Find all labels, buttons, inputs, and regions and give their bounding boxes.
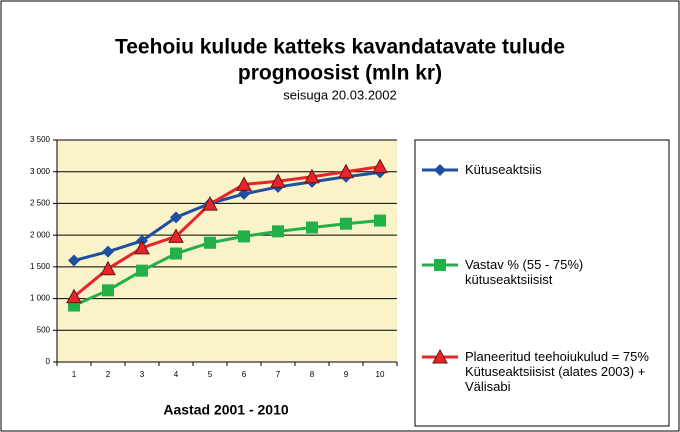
x-tick-label: 8	[310, 370, 315, 379]
chart-subtitle: seisuga 20.03.2002	[283, 87, 396, 102]
x-tick-label: 6	[242, 370, 247, 379]
marker-triangle	[236, 176, 252, 191]
legend-box	[414, 139, 670, 427]
y-tick-label: 500	[37, 325, 51, 334]
series-line	[73, 219, 381, 307]
legend-label: Vastav % (55 - 75%) kütuseaktsiisist	[465, 257, 584, 287]
y-tick-label: 3 500	[30, 135, 51, 144]
y-tick-label: 2 000	[30, 230, 51, 239]
y-tick-label: 2 500	[30, 199, 51, 208]
x-tick-label: 9	[344, 370, 349, 379]
marker-square	[136, 264, 148, 277]
chart-title-line2: prognoosist (mln kr)	[238, 62, 442, 85]
y-tick-label: 1 500	[30, 262, 51, 271]
marker-square	[434, 259, 446, 271]
marker-square	[374, 214, 386, 227]
marker-diamond	[170, 211, 182, 224]
marker-triangle	[100, 260, 116, 276]
series-line	[73, 165, 381, 298]
marker-triangle	[66, 288, 82, 304]
marker-triangle	[202, 196, 218, 211]
x-tick-label: 4	[174, 370, 179, 379]
marker-square	[204, 236, 216, 249]
marker-triangle	[304, 168, 320, 184]
x-tick-label: 5	[208, 370, 213, 379]
marker-triangle	[432, 348, 448, 364]
x-tick-label: 2	[106, 370, 111, 379]
marker-diamond	[102, 245, 114, 258]
marker-square	[102, 284, 114, 297]
marker-diamond	[68, 254, 80, 267]
marker-diamond	[434, 164, 446, 176]
y-tick-label: 0	[46, 357, 51, 366]
marker-triangle	[338, 163, 354, 179]
x-tick-label: 3	[140, 370, 145, 379]
marker-triangle	[270, 173, 286, 188]
marker-triangle	[372, 158, 388, 174]
marker-triangle	[134, 239, 150, 255]
y-tick-label: 3 000	[30, 167, 51, 176]
x-tick-label: 1	[72, 370, 77, 379]
marker-square	[306, 221, 318, 234]
x-tick-label: 7	[276, 370, 281, 379]
x-tick-label: 10	[376, 370, 385, 379]
legend-label: Planeeritud teehoiukulud = 75% Kütuseakt…	[465, 349, 649, 394]
marker-square	[272, 225, 284, 238]
marker-square	[170, 247, 182, 260]
y-tick-label: 1 000	[30, 294, 51, 303]
legend-label: Kütuseaktsiis	[465, 162, 542, 177]
chart-title: Teehoiu kulude katteks kavandatavate tul…	[115, 36, 565, 59]
series-line	[73, 170, 381, 262]
marker-square	[340, 217, 352, 230]
x-axis-label: Aastad 2001 - 2010	[163, 402, 289, 418]
marker-square	[238, 230, 250, 243]
marker-triangle	[168, 228, 184, 243]
marker-diamond	[238, 187, 250, 200]
